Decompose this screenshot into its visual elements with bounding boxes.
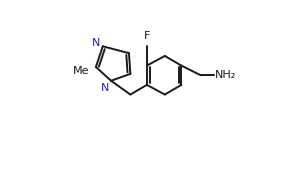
Text: NH₂: NH₂ [215,70,236,80]
Text: Me: Me [72,66,89,76]
Text: N: N [101,83,110,93]
Text: F: F [144,31,150,41]
Text: N: N [92,38,100,48]
